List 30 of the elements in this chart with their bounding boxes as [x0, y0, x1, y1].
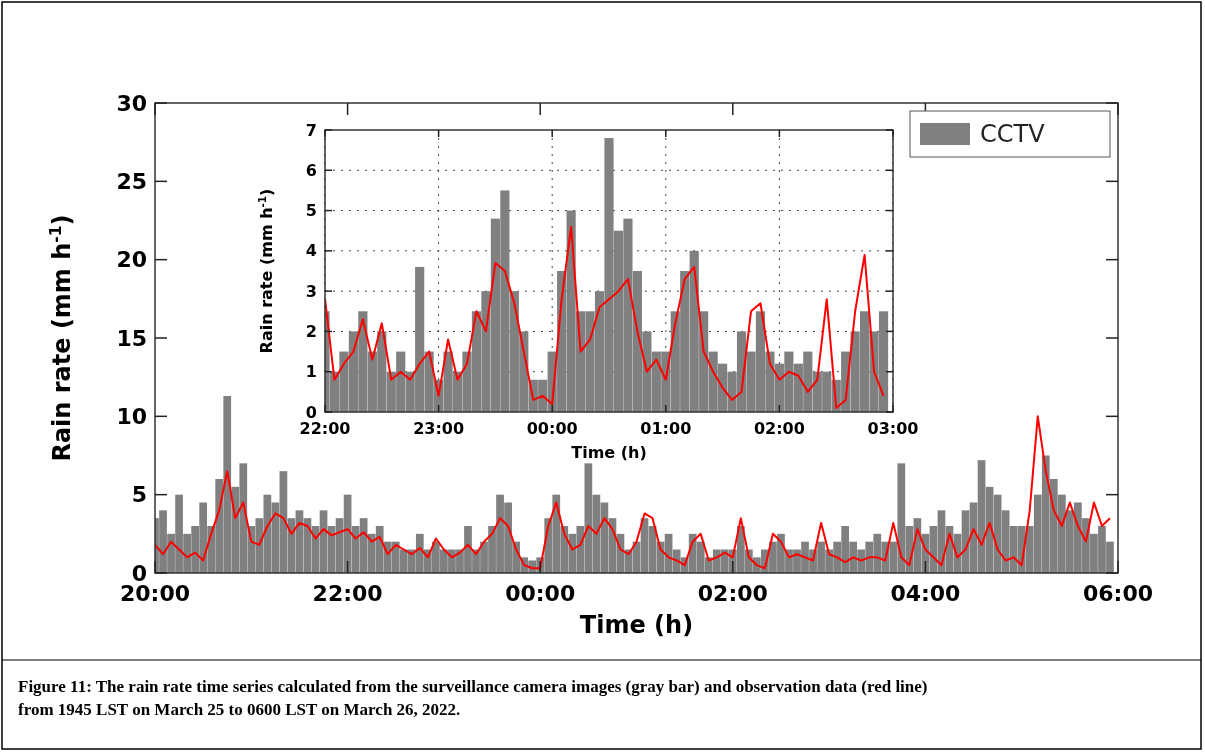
legend-label: CCTV: [980, 120, 1046, 149]
y-tick-label: 0: [305, 402, 317, 422]
y-tick-label: 2: [305, 322, 317, 342]
line-series: [325, 225, 885, 409]
x-tick-label: 22:00: [312, 581, 383, 606]
y-tick-label: 3: [305, 281, 317, 301]
x-tick-label: 23:00: [413, 419, 465, 438]
x-tick-label: 01:00: [640, 419, 692, 438]
x-tick-label: 22:00: [299, 419, 351, 438]
x-tick-label: 03:00: [867, 419, 919, 438]
x-axis-title: Time (h): [571, 443, 647, 462]
y-tick-label: 30: [116, 90, 147, 116]
y-tick-label: 6: [305, 160, 317, 180]
y-tick-label: 20: [116, 247, 147, 273]
x-tick-label: 02:00: [697, 581, 768, 606]
y-tick-label: 25: [116, 169, 147, 195]
x-tick-label: 06:00: [1082, 581, 1154, 606]
y-tick-label: 15: [116, 325, 147, 351]
caption: Figure 11: The rain rate time series calculated from the surveillance camera images (gray bar) and observation data (red line) from 1945 LST on March 25 to 0600 LST on March 26, 2022.: [18, 677, 928, 719]
y-tick-label: 10: [116, 404, 147, 430]
y-tick-label: 5: [131, 482, 147, 508]
y-tick-label: 5: [305, 201, 317, 221]
x-tick-label: 00:00: [526, 419, 578, 438]
x-axis-title: Time (h): [579, 611, 694, 639]
x-tick-label: 02:00: [753, 419, 805, 438]
y-tick-label: 7: [305, 120, 317, 140]
y-tick-label: 1: [305, 362, 317, 382]
y-tick-label: 4: [305, 241, 317, 261]
x-tick-label: 00:00: [505, 581, 576, 606]
x-tick-label: 04:00: [890, 581, 961, 606]
